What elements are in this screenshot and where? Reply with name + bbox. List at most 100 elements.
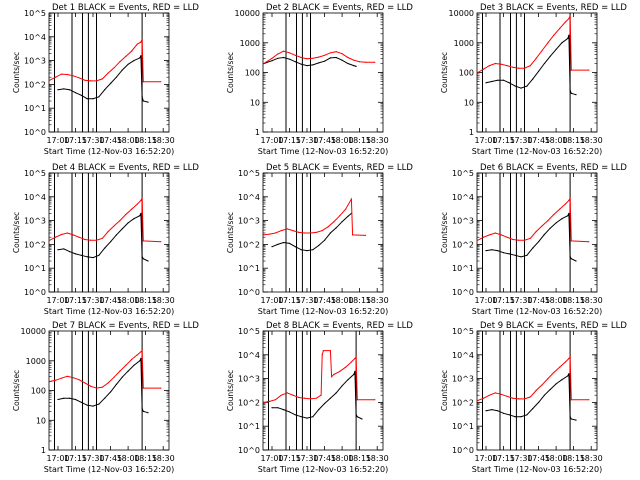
data-point [588,241,590,243]
x-tick-label: 18:15 [134,136,157,145]
x-tick-label: 17:00 [260,296,283,305]
panel-title: Det 2 BLACK = Events, RED = LLD [266,3,413,13]
data-point [559,28,561,30]
data-point [113,67,115,69]
data-point [80,94,82,96]
data-point [115,234,117,236]
x-tick-label: 18:00 [117,454,140,463]
y-tick-label: 10^3 [24,57,46,66]
data-point [331,376,333,378]
data-point [141,38,143,40]
data-point [136,43,138,45]
data-point [335,51,337,53]
data-point [485,82,487,84]
x-tick-label: 17:30 [509,136,532,145]
y-tick-label: 100 [245,69,260,78]
x-tick-label: 18:00 [331,454,354,463]
y-tick-label: 10000 [235,9,260,18]
data-point [72,234,74,236]
data-point [121,228,123,230]
y-tick-label: 10^4 [238,193,260,202]
data-point [568,18,570,20]
data-point [345,366,347,368]
data-point [356,399,358,401]
data-point [110,82,112,84]
y-tick-label: 10^0 [452,446,474,455]
data-point [520,87,522,89]
data-point [292,394,294,396]
data-point [101,386,103,388]
data-point [49,239,51,241]
data-point [569,356,571,358]
y-tick-label: 10^2 [238,398,260,407]
data-point [529,65,532,67]
data-point [84,79,86,81]
data-point [318,62,320,64]
data-point [283,241,285,244]
data-point [49,380,51,383]
x-tick-label: 17:45 [99,136,122,145]
data-point [347,56,349,59]
data-point [553,34,555,36]
x-tick-label: 17:15 [492,136,515,145]
y-tick-label: 100 [459,69,474,78]
data-point [494,232,496,234]
x-tick-label: 18:15 [134,454,157,463]
data-point [570,258,572,260]
data-point [526,414,528,416]
x-tick-label: 17:30 [509,454,532,463]
data-point [529,396,532,398]
x-axis-label: Start Time (12-Nov-03 16:52:20) [44,307,174,316]
data-point [520,256,522,258]
data-point [483,236,485,238]
y-tick-label: 10^4 [238,351,260,360]
data-point [324,239,326,241]
data-point [320,394,322,396]
data-point [588,399,590,401]
y-tick-label: 10^3 [238,217,260,226]
series-line-lld [477,355,589,401]
data-point [541,49,543,52]
data-point [115,76,117,78]
x-axis-label: Start Time (12-Nov-03 16:52:20) [44,147,174,156]
data-point [575,94,577,96]
data-point [543,62,546,65]
data-point [341,53,343,55]
data-point [277,407,279,409]
data-point [347,62,349,65]
data-point [160,81,162,83]
series-line-lld [477,197,589,243]
data-point [101,78,103,80]
data-point [78,379,80,381]
data-point [141,96,143,98]
y-tick-label: 10^1 [238,422,260,431]
data-point [535,230,537,233]
data-point [347,215,349,217]
y-tick-label: 1 [469,128,474,137]
data-point [352,234,354,236]
data-point [306,58,308,60]
data-point [309,398,312,400]
x-tick-label: 18:15 [134,296,157,305]
y-tick-label: 10 [250,98,260,107]
data-point [140,55,142,57]
plot-frame [48,172,170,293]
x-tick-label: 17:00 [46,296,69,305]
data-point [329,397,331,399]
data-point [269,233,271,235]
data-point [569,89,571,91]
y-tick-label: 10^0 [24,128,46,137]
data-point [288,58,291,60]
data-point [60,73,63,75]
data-point [147,101,149,103]
x-tick-label: 18:15 [562,136,585,145]
data-point [508,82,510,84]
data-point [532,408,534,410]
plot-frame [476,330,598,451]
data-point [57,249,59,251]
data-point [263,62,265,65]
data-point [300,249,302,251]
data-point [95,387,98,389]
data-point [283,50,285,52]
